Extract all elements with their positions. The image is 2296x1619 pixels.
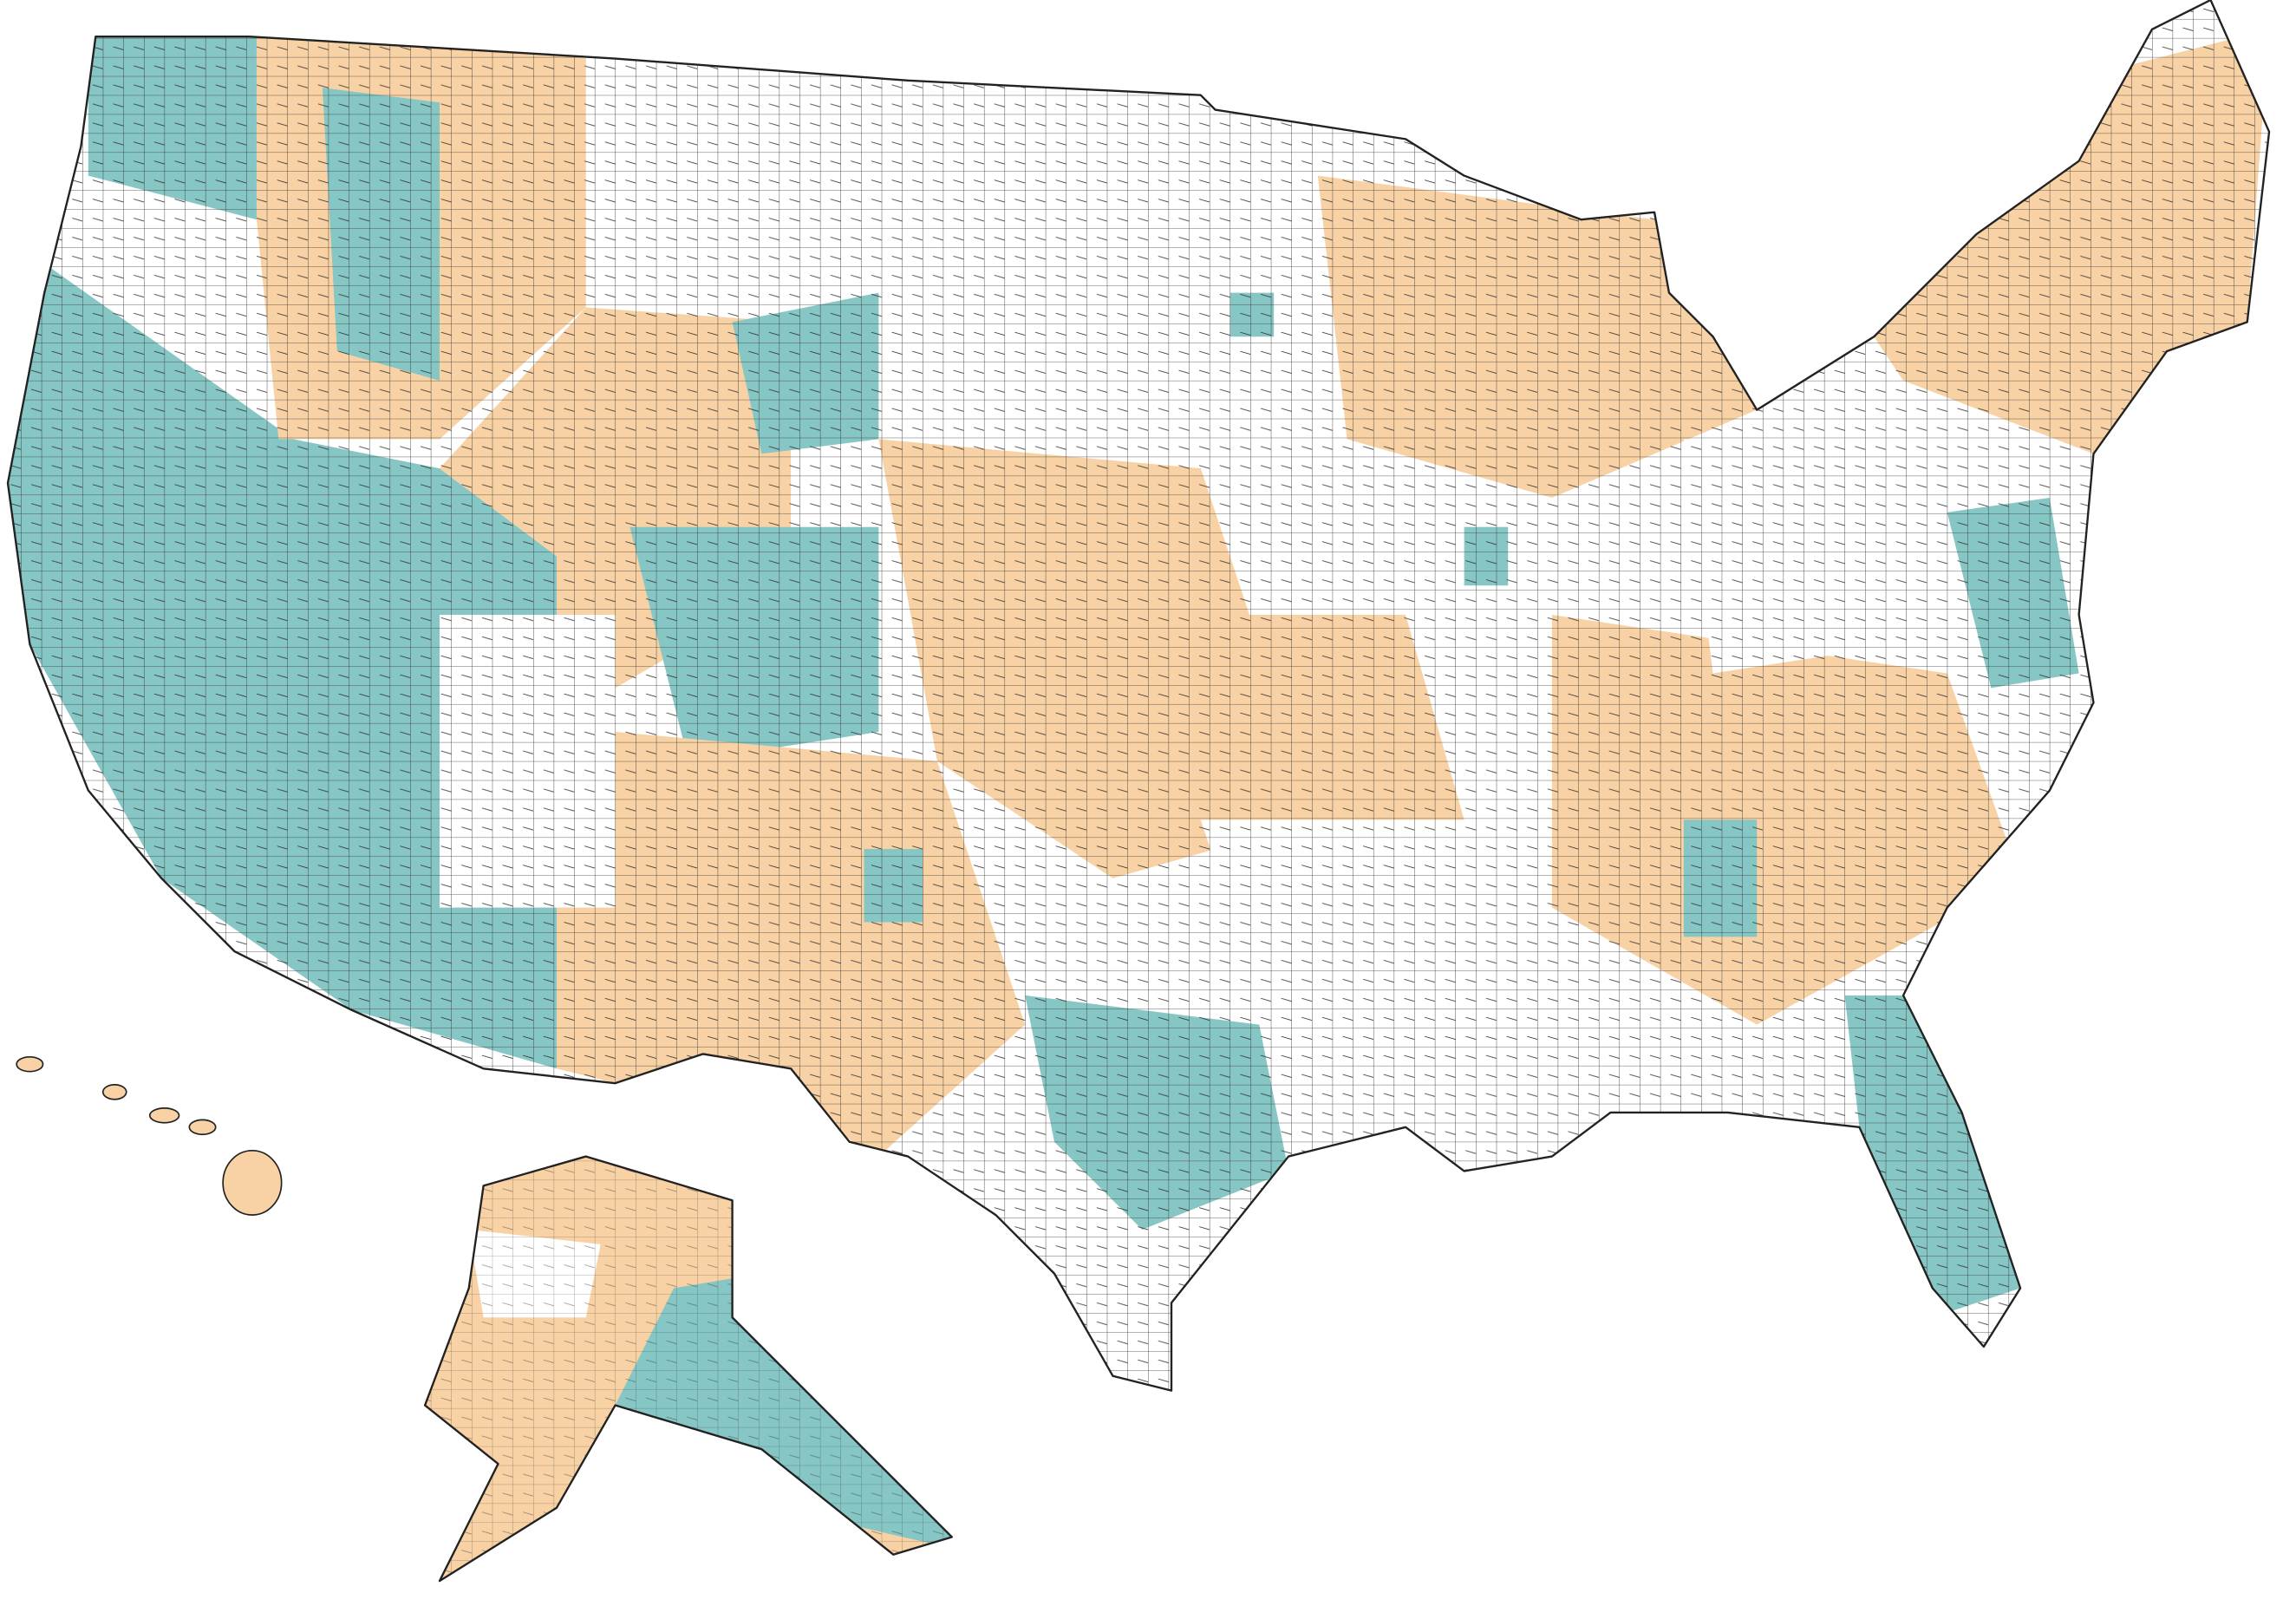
hawaii xyxy=(16,1055,283,1216)
island xyxy=(16,1055,44,1073)
island xyxy=(101,1084,127,1100)
outline-contiguous xyxy=(6,0,2271,1392)
island xyxy=(222,1149,283,1216)
island xyxy=(148,1107,180,1124)
outline-alaska xyxy=(423,1155,953,1583)
alaska xyxy=(425,1156,952,1582)
alaska-lines xyxy=(425,1156,952,1582)
island xyxy=(188,1119,217,1136)
